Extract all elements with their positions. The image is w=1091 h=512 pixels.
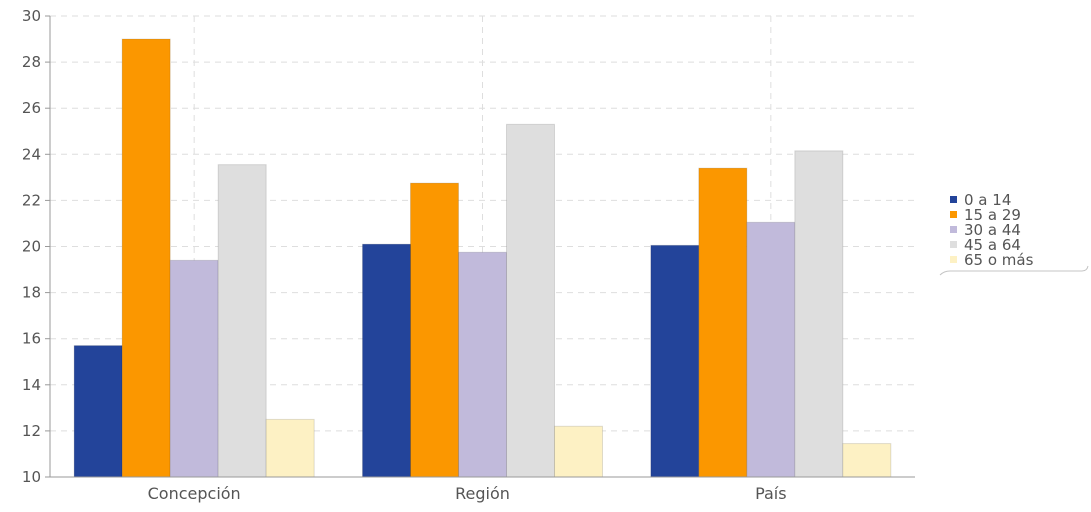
bar-15-a-29-país — [698, 167, 748, 478]
legend-swatch — [950, 226, 957, 233]
legend-label: 15 a 29 — [964, 206, 1021, 224]
legend-swatch — [950, 211, 957, 218]
x-tick-label: País — [755, 484, 787, 503]
bar-15-a-29-concepción — [121, 38, 171, 478]
y-tick-label: 30 — [22, 7, 41, 25]
legend-swatch — [950, 256, 957, 263]
bar-0-a-14-concepción — [73, 345, 123, 478]
bar-30-a-44-concepción — [169, 259, 219, 478]
legend-label: 0 a 14 — [964, 191, 1011, 209]
bar-0-a-14-país — [650, 244, 700, 478]
bar-65-o-más-concepción — [265, 418, 315, 478]
y-tick-label: 20 — [22, 238, 41, 256]
y-tick-label: 22 — [22, 191, 41, 209]
bar-65-o-más-país — [842, 443, 892, 478]
y-tick-label: 14 — [22, 376, 41, 394]
legend-swatch — [950, 196, 957, 203]
bar-15-a-29-región — [410, 182, 459, 478]
bar-0-a-14-región — [362, 243, 411, 478]
bar-45-a-64-país — [794, 150, 844, 478]
legend-swatch — [950, 241, 957, 248]
legend-label: 65 o más — [964, 251, 1034, 269]
bar-30-a-44-región — [458, 251, 507, 478]
y-tick-label: 26 — [22, 99, 41, 117]
legend-label: 30 a 44 — [964, 221, 1021, 239]
y-tick-label: 12 — [22, 422, 41, 440]
bar-65-o-más-región — [554, 425, 603, 478]
axis-layer: 10 12 14 16 18 20 22 24 26 28 30 Concepción Región Pa… — [22, 7, 915, 503]
legend-label: 45 a 64 — [964, 236, 1021, 254]
bar-45-a-64-región — [506, 123, 555, 478]
legend-underline — [939, 265, 1089, 276]
y-tick-label: 10 — [22, 468, 41, 486]
y-tick-label: 28 — [22, 53, 41, 71]
y-tick-label: 24 — [22, 145, 41, 163]
x-tick-label: Región — [455, 484, 510, 503]
y-tick-label: 18 — [22, 284, 41, 302]
bar-45-a-64-concepción — [217, 164, 267, 478]
y-tick-label: 16 — [22, 330, 41, 348]
x-tick-label: Concepción — [148, 484, 241, 503]
bar-30-a-44-país — [746, 221, 796, 478]
